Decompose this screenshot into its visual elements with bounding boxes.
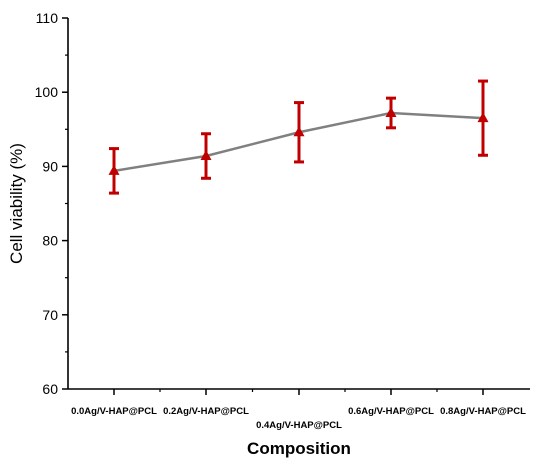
y-tick-label: 100 xyxy=(35,84,59,100)
y-tick-label: 80 xyxy=(42,233,58,249)
y-tick-label: 60 xyxy=(42,381,58,397)
y-tick-label: 90 xyxy=(42,158,58,174)
data-point-marker xyxy=(293,126,305,137)
x-tick-label: 0.8Ag/V-HAP@PCL xyxy=(440,406,526,417)
data-point-marker xyxy=(477,112,489,123)
y-tick-label: 110 xyxy=(36,10,59,26)
series xyxy=(108,79,489,195)
x-tick-label: 0.4Ag/V-HAP@PCL xyxy=(256,420,342,431)
data-point-marker xyxy=(385,106,397,117)
axes: 60 70 80 90 100 110 0.0Ag/V-HAP@PCL 0.2Ag/V-HAP… xyxy=(35,10,530,431)
data-point-marker xyxy=(200,150,212,161)
x-tick-label: 0.0Ag/V-HAP@PCL xyxy=(71,406,157,417)
y-axis-title: Cell viability (%) xyxy=(7,143,26,264)
x-tick-label: 0.6Ag/V-HAP@PCL xyxy=(348,406,434,417)
x-axis-title: Composition xyxy=(247,439,351,458)
x-tick-label: 0.2Ag/V-HAP@PCL xyxy=(163,406,249,417)
data-point-marker xyxy=(108,164,120,175)
y-tick-label: 70 xyxy=(42,307,58,323)
